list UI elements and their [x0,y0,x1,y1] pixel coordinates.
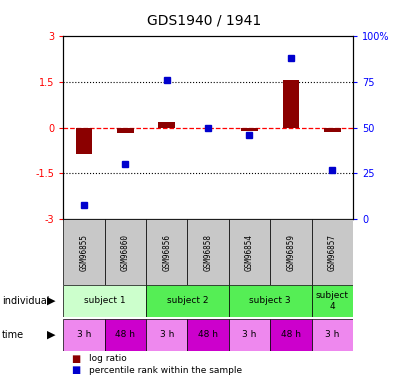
Bar [146,285,229,317]
Bar [63,285,146,317]
Text: subject 1: subject 1 [84,296,125,305]
Bar [312,285,353,317]
Text: percentile rank within the sample: percentile rank within the sample [89,366,242,375]
Text: subject
4: subject 4 [316,291,349,310]
Bar [158,122,175,128]
Text: 48 h: 48 h [198,330,218,339]
Bar [104,219,146,285]
Bar [63,219,104,285]
Text: GSM96859: GSM96859 [286,234,295,271]
Text: 48 h: 48 h [281,330,301,339]
Text: subject 2: subject 2 [166,296,208,305]
Text: GSM96855: GSM96855 [80,234,89,271]
Text: GSM96856: GSM96856 [162,234,171,271]
Text: GSM96858: GSM96858 [204,234,213,271]
Text: individual: individual [2,296,49,306]
Text: 3 h: 3 h [325,330,339,339]
Text: ■: ■ [71,354,81,364]
Bar [312,319,353,351]
Text: ▶: ▶ [47,330,55,340]
Bar [75,128,92,153]
Bar [270,319,312,351]
Bar [283,80,299,128]
Bar [324,128,341,132]
Text: log ratio: log ratio [89,354,126,363]
Text: GSM96854: GSM96854 [245,234,254,271]
Text: GDS1940 / 1941: GDS1940 / 1941 [147,13,261,27]
Text: 3 h: 3 h [242,330,257,339]
Bar [229,285,312,317]
Bar [187,319,229,351]
Bar [229,319,270,351]
Text: 3 h: 3 h [77,330,91,339]
Bar [63,319,104,351]
Text: ■: ■ [71,366,81,375]
Text: 48 h: 48 h [115,330,135,339]
Bar [187,219,229,285]
Bar [229,219,270,285]
Bar [241,128,258,131]
Text: ▶: ▶ [47,296,55,306]
Text: time: time [2,330,24,340]
Bar [117,128,133,133]
Text: 3 h: 3 h [160,330,174,339]
Bar [146,219,187,285]
Text: GSM96857: GSM96857 [328,234,337,271]
Text: GSM96860: GSM96860 [121,234,130,271]
Bar [270,219,312,285]
Bar [312,219,353,285]
Text: subject 3: subject 3 [249,296,291,305]
Bar [104,319,146,351]
Bar [146,319,187,351]
